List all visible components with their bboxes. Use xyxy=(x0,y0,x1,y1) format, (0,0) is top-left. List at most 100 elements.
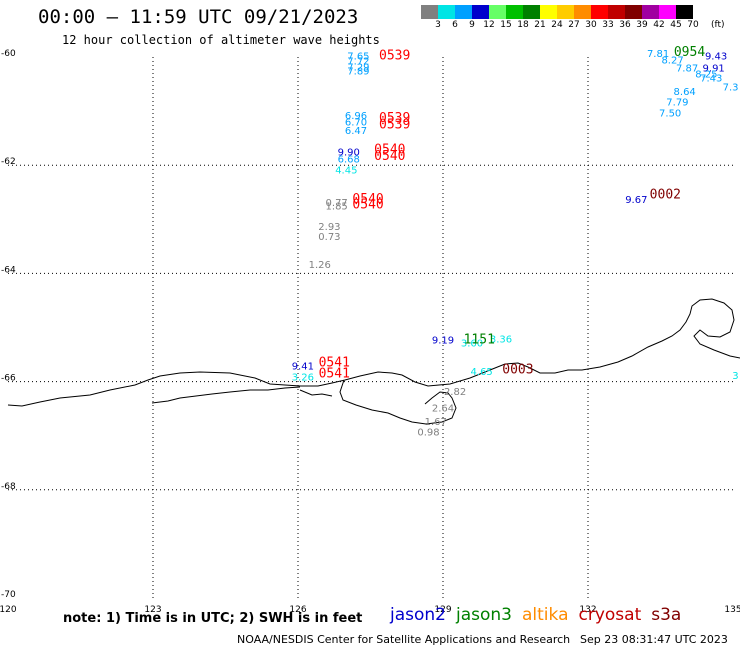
pass-time-label: 1151 xyxy=(464,333,495,348)
wave-height-label: 3.36 xyxy=(490,335,512,346)
legend-label: 3 xyxy=(435,20,441,30)
legend-label: 21 xyxy=(534,20,546,30)
legend-label: 70 xyxy=(687,20,699,30)
wave-height-label: 2.82 xyxy=(444,387,466,398)
legend-label: 33 xyxy=(602,20,614,30)
wave-height-label: 7.72 xyxy=(347,57,369,68)
satellite-key-item: cryosat xyxy=(578,605,642,625)
lat-tick-label: -66 xyxy=(1,374,16,384)
legend-label: 30 xyxy=(585,20,597,30)
legend-swatch xyxy=(659,5,676,19)
legend-label: 24 xyxy=(551,20,563,30)
pass-time-label: 0541 xyxy=(319,366,350,381)
pass-time-label: 0540 xyxy=(374,142,405,157)
footer-note: note: 1) Time is in UTC; 2) SWH is in fe… xyxy=(63,611,363,626)
wave-height-label: 8.27 xyxy=(661,55,683,66)
wave-height-label: 9.43 xyxy=(705,52,727,63)
wave-height-label: 7.3 xyxy=(723,83,739,94)
legend-swatch xyxy=(608,5,625,19)
pass-time-label: 0003 xyxy=(502,362,533,377)
lon-tick-label: 126 xyxy=(289,605,306,615)
wave-height-label: 9.90 xyxy=(338,147,360,158)
legend-swatch xyxy=(591,5,608,19)
lon-tick-label: 120 xyxy=(0,605,17,615)
coastline-peninsula xyxy=(339,379,457,425)
legend-label: 9 xyxy=(469,20,475,30)
legend-swatch xyxy=(676,5,693,19)
generated-timestamp: Sep 23 08:31:47 UTC 2023 xyxy=(580,633,728,646)
wave-height-label: 9.91 xyxy=(703,64,725,75)
legend-swatches xyxy=(421,5,693,19)
legend-label: 6 xyxy=(452,20,458,30)
axis-ticks: 120 123 126 129 132 135 -60 -62 -64 -66 -68 -70 xyxy=(0,49,740,615)
wave-height-label: 7.50 xyxy=(659,109,681,120)
pass-time-label: 0002 xyxy=(650,188,681,203)
pass-time-label: 0539 xyxy=(379,49,410,64)
pass-time-label: 0540 xyxy=(352,197,383,212)
wave-height-label: 6.70 xyxy=(345,118,367,129)
legend-label: 12 xyxy=(483,20,495,30)
wave-height-label: 7.87 xyxy=(676,64,698,75)
legend-swatch xyxy=(625,5,642,19)
satellite-key-item: s3a xyxy=(651,605,682,625)
coastline-inlet xyxy=(299,389,333,397)
legend-unit: (ft) xyxy=(711,20,725,30)
legend-swatch xyxy=(506,5,523,19)
legend-labels: (ft) 3 6 9 12 15 18 21 24 27 30 33 36 39 42 45 70 xyxy=(421,19,724,31)
lat-tick-label: -70 xyxy=(1,590,16,600)
lat-tick-label: -68 xyxy=(1,482,16,492)
lat-tick-label: -60 xyxy=(1,49,16,59)
lon-tick-label: 123 xyxy=(144,605,161,615)
legend-swatch xyxy=(574,5,591,19)
coastline-main xyxy=(7,298,740,407)
credit-line: NOAA/NESDIS Center for Satellite Applica… xyxy=(237,633,571,646)
wave-height-label: 9.67 xyxy=(625,195,647,206)
lat-tick-label: -64 xyxy=(1,265,16,275)
wave-height-label: 0.73 xyxy=(318,232,340,243)
legend-label: 18 xyxy=(517,20,529,30)
wave-height-label: 6.68 xyxy=(338,154,360,165)
pass-time-label: 0539 xyxy=(379,117,410,132)
color-legend: (ft) 3 6 9 12 15 18 21 24 27 30 33 36 39 42 45 70 xyxy=(421,5,725,31)
wave-height-label: 3 xyxy=(732,371,738,382)
coastline-bay xyxy=(151,386,301,404)
legend-label: 45 xyxy=(670,20,682,30)
observation-labels: 7.657.727.297.89 6.966.706.47 9.906.684.45… xyxy=(292,49,739,439)
wave-height-label: 4.45 xyxy=(335,165,357,176)
pass-time-label: 0540 xyxy=(374,149,405,164)
wave-height-label: 1.85 xyxy=(326,202,348,213)
lon-tick-label: 129 xyxy=(434,605,451,615)
wave-height-label: 7.89 xyxy=(347,66,369,77)
wave-height-label: 7.65 xyxy=(347,52,369,63)
pass-time-labels: 0539053905390540054005400540054105411151… xyxy=(319,45,706,381)
legend-label: 15 xyxy=(500,20,512,30)
legend-swatch xyxy=(540,5,557,19)
wave-height-label: 8.64 xyxy=(674,87,696,98)
wave-height-label: 2.64 xyxy=(432,403,454,414)
lat-tick-label: -62 xyxy=(1,157,16,167)
wave-height-label: 3.26 xyxy=(292,373,314,384)
wave-height-label: 3.60 xyxy=(461,338,483,349)
lon-tick-label: 135 xyxy=(724,605,740,615)
wave-height-label: 7.79 xyxy=(666,98,688,109)
legend-label: 39 xyxy=(636,20,648,30)
wave-height-label: 8.25 xyxy=(695,70,717,81)
legend-label: 36 xyxy=(619,20,631,30)
satellite-key-item: altika xyxy=(522,605,569,625)
satellite-key: jason2 jason3 altika cryosat s3a xyxy=(390,605,691,625)
wave-height-label: 2.93 xyxy=(318,222,340,233)
legend-label: 42 xyxy=(653,20,665,30)
pass-time-label: 0540 xyxy=(352,192,383,207)
wave-height-label: 9.41 xyxy=(292,362,314,373)
satellite-key-item: jason3 xyxy=(456,605,512,625)
wave-height-label: 0.98 xyxy=(417,428,439,439)
legend-swatch xyxy=(455,5,472,19)
map-title: 00:00 – 11:59 UTC 09/21/2023 xyxy=(38,6,359,28)
antarctic-coastline xyxy=(7,298,740,425)
legend-swatch xyxy=(421,5,438,19)
map-subtitle: 12 hour collection of altimeter wave hei… xyxy=(62,33,380,47)
satellite-key-item: jason2 xyxy=(390,605,446,625)
wave-height-label: 1.26 xyxy=(309,260,331,271)
pass-time-label: 0954 xyxy=(674,45,705,60)
